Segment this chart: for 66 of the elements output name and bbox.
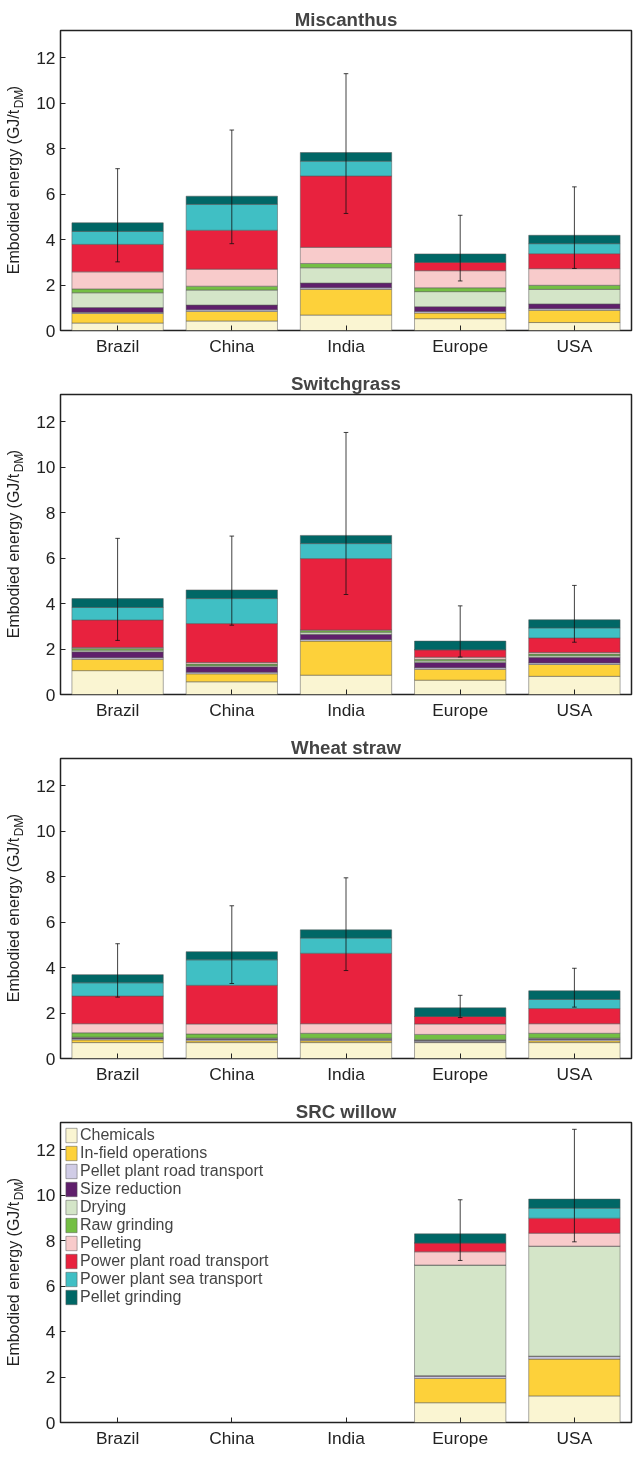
y-tick-label: 8 — [45, 138, 56, 159]
x-tick-label: Europe — [432, 335, 489, 356]
legend-label: Raw grinding — [80, 1216, 174, 1234]
y-tick-label: 0 — [45, 684, 56, 705]
x-tick-label: India — [327, 1427, 366, 1448]
x-tick-label: USA — [556, 1063, 593, 1084]
x-tick-label: China — [209, 699, 255, 720]
y-tick-label: 12 — [36, 411, 56, 432]
y-tick-label: 2 — [45, 1003, 56, 1024]
legend-label: Pellet plant road transport — [80, 1162, 264, 1180]
y-tick-label: 10 — [36, 457, 56, 478]
y-tick-label: 0 — [45, 1048, 56, 1069]
x-tick-label: USA — [556, 1427, 593, 1448]
x-tick-label: China — [209, 335, 255, 356]
y-axis-title: Embodied energy (GJ/tDM) — [5, 85, 26, 275]
y-tick-label: 2 — [45, 1367, 56, 1388]
x-tick-label: Brazil — [95, 1063, 140, 1084]
y-axis-title: Embodied energy (GJ/tDM) — [5, 449, 26, 639]
chart-title: Miscanthus — [294, 8, 398, 30]
x-tick-label: USA — [556, 699, 593, 720]
y-tick-label: 12 — [36, 1139, 56, 1160]
x-tick-label: Europe — [432, 1063, 489, 1084]
y-tick-label: 8 — [45, 502, 56, 523]
chart-title: Switchgrass — [291, 372, 401, 394]
y-tick-label: 0 — [45, 320, 56, 341]
y-tick-label: 10 — [36, 1185, 56, 1206]
y-tick-label: 0 — [45, 1412, 56, 1433]
y-axis-title: Embodied energy (GJ/tDM) — [5, 1177, 26, 1367]
legend-label: In-field operations — [80, 1144, 208, 1162]
x-tick-label: Brazil — [95, 335, 140, 356]
y-tick-label: 12 — [36, 775, 56, 796]
x-tick-label: Europe — [432, 1427, 489, 1448]
x-tick-label: China — [209, 1063, 255, 1084]
y-tick-label: 10 — [36, 821, 56, 842]
y-tick-label: 6 — [45, 912, 56, 933]
x-tick-label: India — [327, 699, 366, 720]
y-tick-label: 4 — [45, 957, 56, 978]
x-tick-label: India — [327, 335, 366, 356]
y-tick-label: 4 — [45, 1321, 56, 1342]
legend-label: Pellet grinding — [80, 1288, 182, 1306]
y-axis-title: Embodied energy (GJ/tDM) — [5, 813, 26, 1003]
chart-title: Wheat straw — [291, 736, 402, 758]
x-tick-label: China — [209, 1427, 255, 1448]
y-tick-label: 8 — [45, 1230, 56, 1251]
x-tick-label: Brazil — [95, 1427, 140, 1448]
y-tick-label: 8 — [45, 866, 56, 887]
legend-label: Size reduction — [80, 1180, 182, 1198]
y-tick-label: 6 — [45, 1276, 56, 1297]
legend-label: Drying — [80, 1198, 127, 1216]
y-tick-label: 2 — [45, 639, 56, 660]
x-tick-label: India — [327, 1063, 366, 1084]
legend-label: Chemicals — [80, 1126, 155, 1144]
y-tick-label: 10 — [36, 93, 56, 114]
legend-label: Power plant road transport — [80, 1252, 269, 1270]
y-tick-label: 4 — [45, 593, 56, 614]
x-tick-label: USA — [556, 335, 593, 356]
legend-label: Power plant sea transport — [80, 1270, 263, 1288]
y-tick-label: 4 — [45, 229, 56, 250]
legend-label: Pelleting — [80, 1234, 142, 1252]
x-tick-label: Brazil — [95, 699, 140, 720]
y-tick-label: 2 — [45, 275, 56, 296]
chart-title: SRC willow — [295, 1100, 397, 1122]
y-tick-label: 12 — [36, 47, 56, 68]
y-tick-label: 6 — [45, 548, 56, 569]
y-tick-label: 6 — [45, 184, 56, 205]
x-tick-label: Europe — [432, 699, 489, 720]
